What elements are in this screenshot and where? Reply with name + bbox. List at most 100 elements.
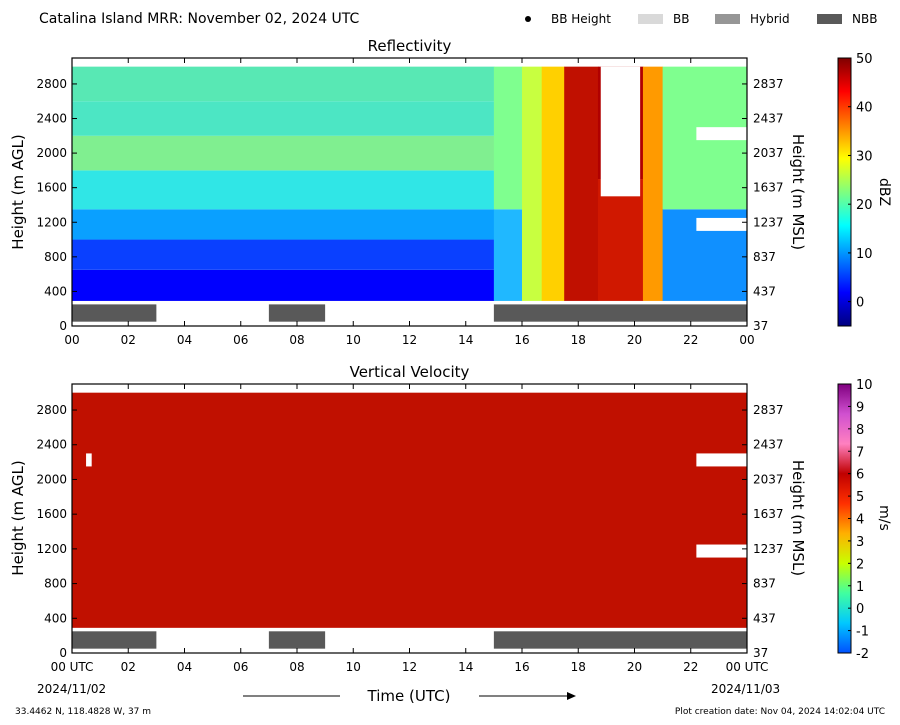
y-tick-label: 1200 xyxy=(36,215,67,229)
colorbar-label: m/s xyxy=(876,505,892,531)
colorbar-tick-label: -1 xyxy=(856,625,869,640)
heatmap-cell-3-0 xyxy=(541,66,565,301)
y-tick-label-right: 2437 xyxy=(753,438,784,452)
x-tick-label: 00 xyxy=(64,333,79,347)
y-axis-label-left: Height (m AGL) xyxy=(9,134,27,249)
colorbar-tick-label: 30 xyxy=(856,149,873,164)
x-tick-label: 04 xyxy=(177,660,192,674)
x-tick-label: 06 xyxy=(233,660,248,674)
x-axis-label: Time (UTC) xyxy=(367,687,451,705)
y-tick-label-right: 1637 xyxy=(753,181,784,195)
legend-item-2: Hybrid xyxy=(715,12,790,26)
colorbar-tick-label: 0 xyxy=(856,602,864,617)
heatmap-cell-5-0 xyxy=(597,179,644,301)
colorbar-tick-label: 4 xyxy=(856,513,864,528)
heatmap-cell-4-0 xyxy=(564,66,599,301)
x-tick-label: 22 xyxy=(683,660,698,674)
x-tick-label: 00 UTC xyxy=(51,660,94,674)
classification-bar-0 xyxy=(72,631,157,649)
end-date-label: 2024/11/03 xyxy=(711,682,780,696)
colorbar-tick-label: 10 xyxy=(856,378,873,393)
no-data-gap-1 xyxy=(696,217,747,231)
heatmap-cell-0-0 xyxy=(72,392,748,628)
legend-item-3: NBB xyxy=(817,12,877,26)
y-tick-label: 400 xyxy=(44,611,67,625)
y-axis-label-left: Height (m AGL) xyxy=(9,460,27,575)
colorbar-tick-label: 6 xyxy=(856,468,864,483)
y-tick-label: 0 xyxy=(59,319,67,333)
heatmap-cell-2-0 xyxy=(522,66,543,301)
y-tick-label: 800 xyxy=(44,577,67,591)
x-tick-label: 00 UTC xyxy=(726,660,769,674)
y-tick-label: 2400 xyxy=(36,438,67,452)
colorbar-tick-label: 7 xyxy=(856,445,864,460)
y-tick-label: 2000 xyxy=(36,472,67,486)
y-axis-label-right: Height (m MSL) xyxy=(789,134,807,250)
heatmap-cell-0-3 xyxy=(72,170,495,210)
y-axis-label-right: Height (m MSL) xyxy=(789,460,807,576)
legend-dot-icon xyxy=(525,16,531,22)
x-tick-label: 12 xyxy=(402,660,417,674)
x-tick-label: 16 xyxy=(514,660,529,674)
colorbar-tick-label: -2 xyxy=(856,647,869,662)
colorbar-tick-label: 2 xyxy=(856,557,864,572)
legend-label: Hybrid xyxy=(750,12,790,26)
y-tick-label-right: 2037 xyxy=(753,146,784,160)
panel-title: Vertical Velocity xyxy=(350,363,470,381)
heatmap-cell-6-0 xyxy=(642,66,664,301)
y-tick-label: 2000 xyxy=(36,146,67,160)
x-tick-label: 10 xyxy=(346,333,361,347)
y-tick-label: 2800 xyxy=(36,77,67,91)
y-tick-label-right: 1637 xyxy=(753,507,784,521)
no-data-gap-2 xyxy=(696,127,747,141)
heatmap-cell-0-2 xyxy=(72,209,495,240)
x-tick-label: 16 xyxy=(514,333,529,347)
y-tick-label-right: 37 xyxy=(753,646,768,660)
heatmap-cell-0-5 xyxy=(72,101,495,136)
y-tick-label: 800 xyxy=(44,250,67,264)
y-tick-label: 2400 xyxy=(36,112,67,126)
y-tick-label-right: 2837 xyxy=(753,77,784,91)
colorbar xyxy=(837,57,852,327)
x-tick-label: 08 xyxy=(289,660,304,674)
x-tick-label: 06 xyxy=(233,333,248,347)
x-tick-label: 22 xyxy=(683,333,698,347)
y-tick-label-right: 437 xyxy=(753,611,776,625)
legend-label: BB xyxy=(673,12,689,26)
legend-item-0: BB Height xyxy=(525,12,611,26)
heatmap-cell-1-1 xyxy=(493,66,523,210)
colorbar-tick-label: 8 xyxy=(856,423,864,438)
colorbar-tick-label: 9 xyxy=(856,400,864,415)
legend-swatch xyxy=(638,14,663,24)
legend-swatch xyxy=(817,14,842,24)
heatmap-cell-0-0 xyxy=(72,269,495,301)
no-data-gap-1 xyxy=(696,453,747,467)
creation-date-label: Plot creation date: Nov 04, 2024 14:02:0… xyxy=(675,707,885,717)
y-tick-label: 400 xyxy=(44,284,67,298)
x-tick-label: 18 xyxy=(571,333,586,347)
x-tick-label: 14 xyxy=(458,660,473,674)
x-tick-label: 12 xyxy=(402,333,417,347)
start-date-label: 2024/11/02 xyxy=(37,682,106,696)
colorbar-tick-label: 40 xyxy=(856,101,873,116)
y-tick-label-right: 837 xyxy=(753,250,776,264)
colorbar-tick-label: 1 xyxy=(856,580,864,595)
y-tick-label-right: 2837 xyxy=(753,403,784,417)
colorbar-tick-label: 50 xyxy=(856,52,873,67)
legend-swatch xyxy=(715,14,740,24)
classification-bar-2 xyxy=(493,631,747,649)
time-arrow-head xyxy=(567,692,576,700)
location-label: 33.4462 N, 118.4828 W, 37 m xyxy=(15,707,151,717)
x-tick-label: 02 xyxy=(121,660,136,674)
no-data-gap-2 xyxy=(86,453,92,467)
x-tick-label: 20 xyxy=(627,333,642,347)
y-tick-label-right: 37 xyxy=(753,319,768,333)
x-tick-label: 08 xyxy=(289,333,304,347)
y-tick-label-right: 2437 xyxy=(753,112,784,126)
y-tick-label-right: 2037 xyxy=(753,472,784,486)
classification-bar-2 xyxy=(493,304,747,322)
heatmap-cell-1-0 xyxy=(493,209,523,301)
y-tick-label: 1600 xyxy=(36,507,67,521)
x-tick-label: 00 xyxy=(739,333,754,347)
